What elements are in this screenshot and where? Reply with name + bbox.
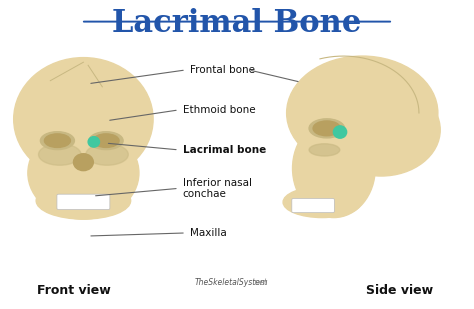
Ellipse shape [292,119,375,218]
Ellipse shape [309,119,345,138]
Ellipse shape [45,134,71,147]
Text: Lacrimal bone: Lacrimal bone [182,145,266,155]
Ellipse shape [36,182,131,219]
FancyBboxPatch shape [57,194,110,210]
Ellipse shape [287,56,438,170]
Text: Frontal bone: Frontal bone [190,65,255,75]
Ellipse shape [14,57,153,181]
Ellipse shape [73,154,93,171]
Ellipse shape [89,132,123,150]
Text: Side view: Side view [366,284,434,297]
Ellipse shape [38,144,81,165]
Ellipse shape [313,121,340,136]
Text: Inferior nasal
conchae: Inferior nasal conchae [182,178,252,199]
FancyBboxPatch shape [292,198,334,213]
Ellipse shape [283,187,361,218]
Ellipse shape [309,144,340,156]
Text: Maxilla: Maxilla [190,228,227,238]
Ellipse shape [93,134,119,147]
Ellipse shape [86,144,128,165]
Text: Front view: Front view [37,284,111,297]
Ellipse shape [322,84,440,176]
Ellipse shape [88,137,100,147]
Text: Lacrimal Bone: Lacrimal Bone [112,8,362,39]
Text: .net: .net [252,278,267,287]
Text: Ethmoid bone: Ethmoid bone [182,105,255,115]
Ellipse shape [28,127,139,219]
Ellipse shape [40,132,74,150]
Text: TheSkeletalSystem: TheSkeletalSystem [195,278,268,287]
Ellipse shape [333,126,346,138]
